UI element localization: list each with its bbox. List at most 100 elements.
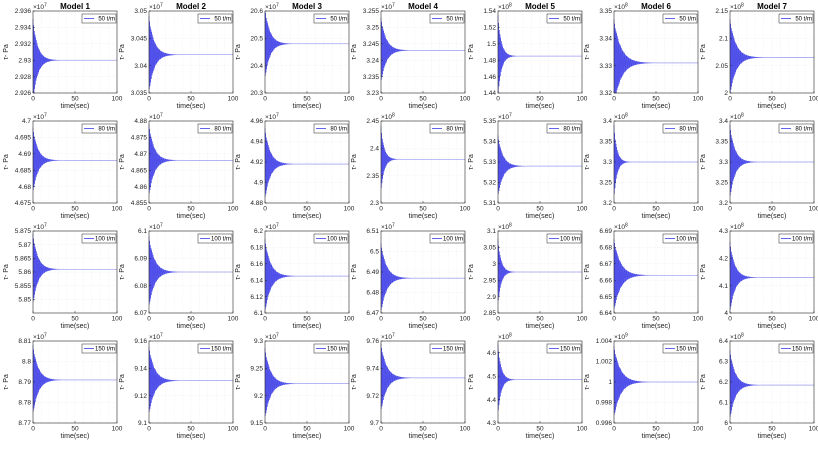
y-tick-label: 5.875 [15,228,32,235]
y-tick-label: 3.24 [366,57,379,64]
y-exponent: ×108 [614,113,628,122]
panel-r3-c6: 6.64 6.65 6.66 6.67 6.68 6.69 0 50 100 ×108 time(s… [584,223,704,331]
y-tick-label: 4.86 [134,184,147,191]
x-axis-label: time(sec) [758,103,787,110]
y-axis-label: τ- Pa [351,44,358,60]
y-tick-label: 6.64 [599,310,612,317]
y-tick-label: 3.25 [715,180,728,187]
exponent-base: ×10 [498,224,509,231]
x-tick-label: 50 [768,96,776,103]
panel-r4-c7: 6 6.1 6.2 6.3 6.4 0 50 100 ×108 time(sec) τ- Pa 150… [700,333,818,441]
y-tick-label: 4.3 [487,420,496,427]
y-tick-label: 2.35 [366,173,379,180]
exponent-base: ×10 [730,114,741,121]
y-tick-label: 1.5 [487,41,496,48]
y-tick-label: 5.33 [483,159,496,166]
y-tick-label: 6.47 [366,310,379,317]
exponent-power: 7 [392,3,395,9]
y-tick-label: 3.05 [483,245,496,252]
x-axis-label: time(sec) [61,103,90,110]
exponent-power: 8 [625,3,628,9]
legend-box [313,13,349,24]
series-line [613,346,698,415]
series-line [148,236,233,305]
y-axis-label: τ- Pa [700,154,707,170]
y-tick-label: 9.15 [250,420,263,427]
x-axis-label: time(sec) [177,433,206,440]
y-tick-label: 2.9 [487,294,496,301]
x-axis-label: time(sec) [526,213,555,220]
y-tick-label: 6.18 [250,245,263,252]
legend-label: 80 t/m [563,127,580,133]
legend-label: 150 t/m [560,347,580,353]
legend-label: 100 t/m [95,237,115,243]
legend-label: 150 t/m [211,347,231,353]
x-tick-label: 100 [112,426,123,433]
panel-r2-c4: 2.3 2.35 2.4 2.45 0 50 100 ×108 time(sec) τ- Pa 80… [351,113,471,221]
y-tick-label: 1 [608,379,612,386]
y-tick-label: 3.235 [363,74,380,81]
y-tick-label: 3.25 [366,25,379,32]
y-tick-label: 6.16 [250,261,263,268]
x-axis-label: time(sec) [409,323,438,330]
y-tick-label: 1.44 [483,90,496,97]
x-tick-label: 100 [228,206,239,213]
x-axis-label: time(sec) [642,433,671,440]
x-tick-label: 0 [31,426,35,433]
x-tick-label: 50 [187,426,195,433]
x-tick-label: 0 [612,206,616,213]
y-tick-label: 8.79 [18,379,31,386]
y-tick-label: 4.88 [134,118,147,125]
x-tick-label: 50 [536,316,544,323]
legend-label: 100 t/m [211,237,231,243]
y-exponent: ×108 [730,223,744,232]
x-axis-label: time(sec) [61,213,90,220]
x-tick-label: 50 [303,426,311,433]
y-tick-label: 6.51 [366,228,379,235]
y-axis-label: τ- Pa [700,44,707,60]
y-tick-label: 5.855 [15,283,32,290]
legend-box [197,233,233,244]
y-tick-label: 5.85 [18,297,31,304]
x-tick-label: 100 [460,316,471,323]
y-tick-label: 4.675 [15,200,32,207]
y-tick-label: 4.94 [250,139,263,146]
series-line [380,243,465,310]
x-tick-label: 0 [147,426,151,433]
y-tick-label: 6.67 [599,261,612,268]
x-tick-label: 100 [344,206,355,213]
legend-label: 80 t/m [214,127,231,133]
x-tick-label: 50 [768,206,776,213]
y-tick-label: 4.9 [254,180,263,187]
x-tick-label: 0 [263,426,267,433]
exponent-base: ×10 [381,334,392,341]
exponent-power: 7 [392,333,395,339]
y-axis-label: τ- Pa [700,264,707,280]
y-tick-label: 4.4 [487,397,496,404]
legend-box [81,233,117,244]
y-axis-label: τ- Pa [351,374,358,390]
y-tick-label: 6.3 [719,359,728,366]
y-tick-label: 9.7 [370,420,379,427]
legend-label: 100 t/m [792,237,812,243]
y-tick-label: 3.035 [131,90,148,97]
y-exponent: ×107 [33,113,47,122]
y-exponent: ×107 [33,3,47,12]
panel-r1-c6: 3.32 3.33 3.34 3.35 0 50 100 ×108 Model 6 time(se… [584,2,704,110]
y-exponent: ×107 [33,333,47,342]
y-tick-label: 8.81 [18,338,31,345]
x-axis-label: time(sec) [409,103,438,110]
x-tick-label: 50 [303,96,311,103]
y-tick-label: 6.07 [134,310,147,317]
x-tick-label: 50 [536,426,544,433]
y-tick-label: 3.3 [603,159,612,166]
y-exponent: ×107 [381,3,395,12]
y-exponent: ×107 [149,113,163,122]
series-line [148,16,233,90]
exponent-base: ×10 [149,224,160,231]
series-line [613,19,698,94]
x-tick-label: 0 [612,96,616,103]
x-tick-label: 100 [228,96,239,103]
y-tick-label: 6.5 [370,249,379,256]
